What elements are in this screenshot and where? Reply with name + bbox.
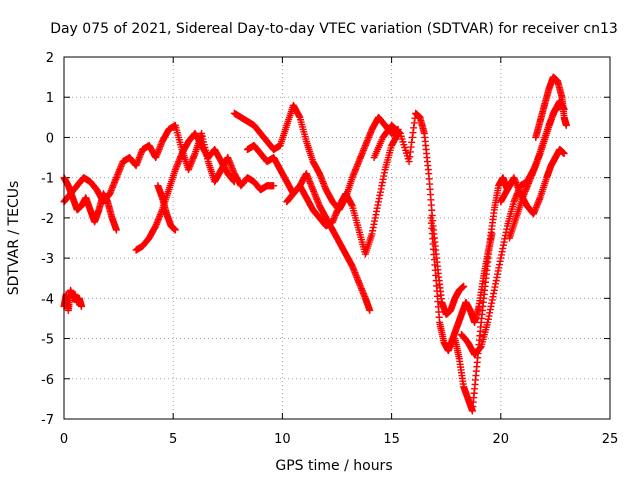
y-tick-label: -7 bbox=[41, 413, 54, 428]
y-tick-label: 1 bbox=[46, 91, 54, 106]
data-point bbox=[171, 226, 179, 234]
data-point bbox=[560, 150, 568, 158]
data-point bbox=[77, 302, 85, 310]
x-tick-label: 5 bbox=[169, 432, 177, 447]
data-series bbox=[60, 286, 85, 314]
x-tick-label: 25 bbox=[602, 432, 619, 447]
data-series bbox=[532, 73, 570, 141]
y-tick-label: -3 bbox=[41, 252, 54, 267]
data-point bbox=[460, 282, 468, 290]
data-series bbox=[132, 129, 238, 254]
x-tick-label: 10 bbox=[274, 432, 291, 447]
data-point bbox=[395, 129, 403, 137]
x-axis-label: GPS time / hours bbox=[275, 458, 392, 474]
data-point bbox=[562, 121, 570, 129]
data-series bbox=[60, 174, 120, 234]
x-tick-label: 15 bbox=[383, 432, 400, 447]
y-tick-label: -4 bbox=[41, 292, 54, 307]
y-tick-label: 0 bbox=[46, 131, 54, 146]
data-series bbox=[154, 182, 179, 234]
y-tick-label: -5 bbox=[41, 333, 54, 348]
data-point bbox=[558, 101, 566, 109]
chart-title: Day 075 of 2021, Sidereal Day-to-day VTE… bbox=[50, 21, 618, 37]
data-series bbox=[506, 101, 566, 242]
data-series bbox=[451, 174, 516, 415]
data-point bbox=[270, 182, 278, 190]
data-series bbox=[370, 109, 468, 318]
x-tick-label: 0 bbox=[60, 432, 68, 447]
data-series bbox=[243, 141, 374, 314]
grid-lines bbox=[64, 57, 610, 419]
plot-frame bbox=[63, 56, 611, 420]
data-point bbox=[112, 226, 120, 234]
y-tick-label: -6 bbox=[41, 373, 54, 388]
x-tick-label: 20 bbox=[493, 432, 510, 447]
y-tick-label: -1 bbox=[41, 172, 54, 187]
data-series bbox=[230, 101, 402, 214]
data-point bbox=[366, 306, 374, 314]
y-axis-label: SDTVAR / TECUs bbox=[6, 181, 22, 296]
y-tick-label: -2 bbox=[41, 212, 54, 227]
data-points bbox=[60, 73, 570, 415]
data-series bbox=[283, 129, 402, 258]
y-tick-label: 2 bbox=[46, 51, 54, 66]
data-point bbox=[230, 178, 238, 186]
